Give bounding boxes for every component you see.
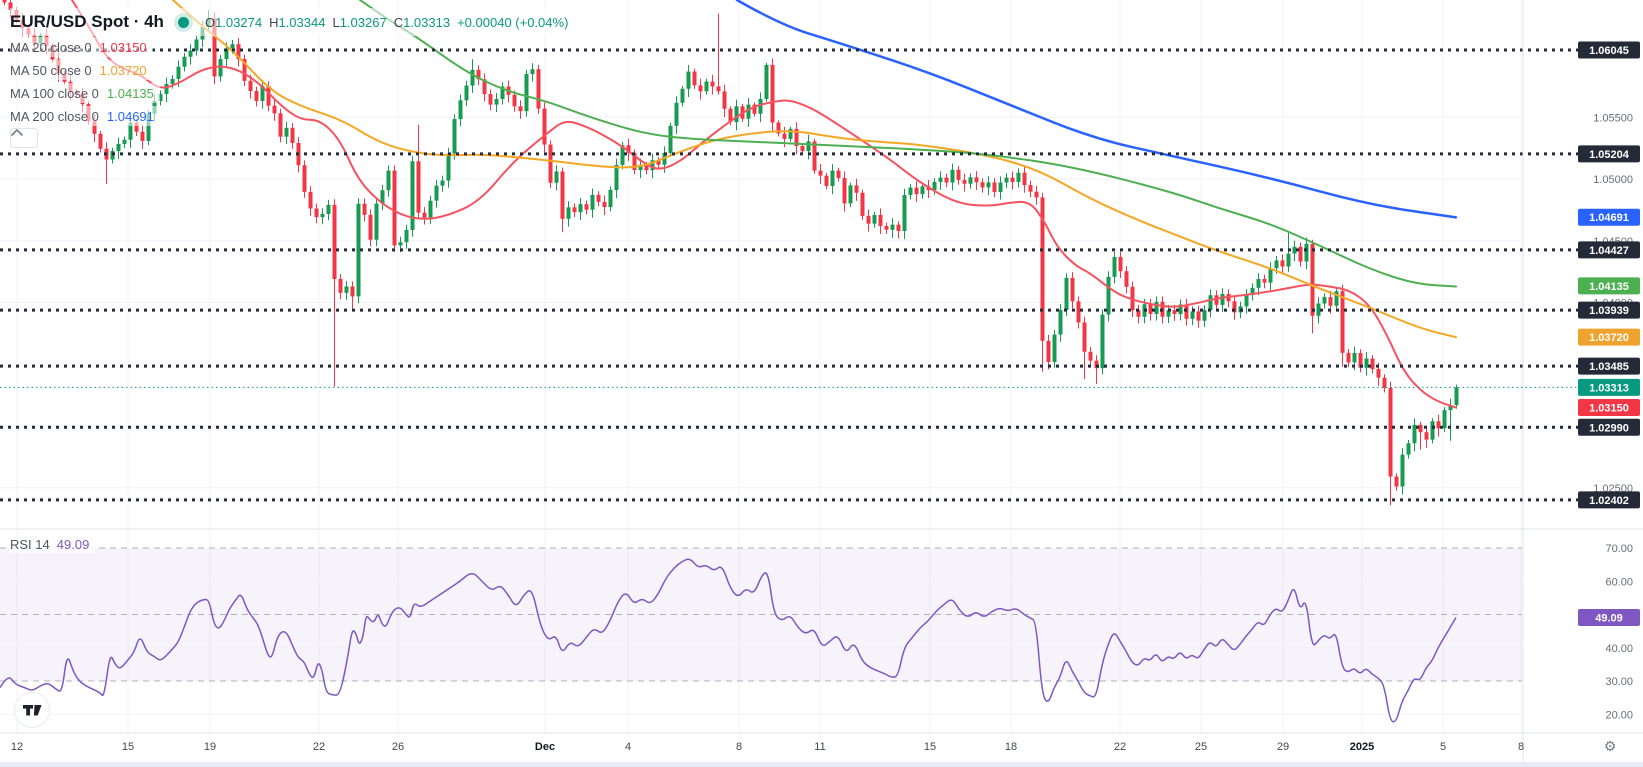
price-pane[interactable] (2, 0, 1459, 506)
ma-200-line (735, 0, 1458, 219)
rsi-tick: 30.00 (1605, 676, 1633, 688)
time-label: 26 (392, 741, 404, 753)
time-label: 25 (1195, 741, 1207, 753)
time-label: 5 (1440, 741, 1446, 753)
ohlc-low-value: 1.03267 (339, 14, 387, 30)
time-label: 4 (625, 741, 631, 753)
time-label: 12 (11, 741, 23, 753)
price-badge (1578, 301, 1640, 319)
time-label: 19 (204, 741, 216, 753)
time-label: Dec (535, 741, 555, 753)
time-label: 18 (1005, 741, 1017, 753)
tradingview-logo-icon (14, 692, 50, 728)
chevron-up-icon (11, 129, 23, 136)
price-badge (1578, 399, 1640, 417)
svg-text:1.06045: 1.06045 (1589, 45, 1629, 57)
ma-200-row[interactable]: MA 200 close 0 1.04691 (10, 106, 160, 126)
svg-text:1.04427: 1.04427 (1589, 245, 1629, 257)
ma-20-row[interactable]: MA 20 close 0 1.03150 (10, 37, 153, 57)
ohlc-open-label: O (204, 14, 216, 30)
price-badge (1578, 277, 1640, 295)
svg-text:49.09: 49.09 (1595, 613, 1623, 625)
rsi-value: 49.09 (56, 537, 90, 552)
ma-50-row[interactable]: MA 50 close 0 1.03720 (10, 60, 153, 80)
price-badge (1578, 241, 1640, 259)
collapse-legend-button[interactable] (10, 128, 38, 148)
rsi-badge (1578, 609, 1640, 627)
svg-text:1.04135: 1.04135 (1589, 281, 1629, 293)
rsi-tick: 20.00 (1605, 709, 1633, 721)
svg-text:1.03485: 1.03485 (1589, 361, 1629, 373)
ohlc-high-value: 1.03344 (278, 14, 326, 30)
time-label: 22 (1114, 741, 1126, 753)
rsi-tick: 40.00 (1605, 643, 1633, 655)
svg-text:1.02402: 1.02402 (1589, 495, 1629, 507)
price-tick: 1.05500 (1593, 112, 1633, 124)
rsi-tick: 60.00 (1605, 576, 1633, 588)
time-label: 15 (924, 741, 936, 753)
svg-text:1.03720: 1.03720 (1589, 332, 1629, 344)
ma-100-line (359, 0, 1457, 288)
bottom-strip (0, 762, 1643, 767)
time-label: 22 (313, 741, 325, 753)
svg-text:1.03939: 1.03939 (1589, 305, 1629, 317)
rsi-pane[interactable] (0, 547, 1522, 723)
ma-20-line (71, 0, 1457, 409)
ohlc-readout: O1.03274 H1.03344 L1.03267 C1.03313 +0.0… (205, 15, 568, 30)
price-badge (1578, 145, 1640, 163)
time-label: 8 (1518, 741, 1524, 753)
ma-100-row[interactable]: MA 100 close 0 1.04135 (10, 83, 160, 103)
ohlc-close-value: 1.03313 (403, 14, 451, 30)
price-badge (1578, 378, 1640, 396)
ohlc-high-label: H (269, 14, 279, 30)
price-badge (1578, 208, 1640, 226)
price-badge (1578, 328, 1640, 346)
svg-text:1.03313: 1.03313 (1589, 382, 1629, 394)
time-axis[interactable]: 12 15 19 22 26 Dec 4 8 11 15 18 22 25 29 2025 5 8 ⚙ (11, 739, 1616, 755)
market-status-icon (177, 16, 189, 28)
candles (2, 0, 1459, 506)
rsi-tick: 70.00 (1605, 543, 1633, 555)
symbol-header: EUR/USD Spot · 4h O1.03274 H1.03344 L1.0… (10, 8, 577, 36)
price-tick: 1.05000 (1593, 174, 1633, 186)
price-badge (1578, 491, 1640, 509)
svg-text:1.05204: 1.05204 (1589, 149, 1630, 161)
ohlc-close-label: C (393, 14, 404, 30)
rsi-label: RSI 14 (10, 537, 50, 552)
price-level-lines (0, 48, 1578, 502)
horizontal-gridlines (0, 116, 1522, 489)
ohlc-low-label: L (332, 14, 340, 30)
ma-50-line (172, 0, 1457, 339)
time-label: 8 (736, 741, 742, 753)
symbol-title[interactable]: EUR/USD Spot · 4h (10, 12, 164, 31)
time-label: 15 (122, 741, 134, 753)
time-label: 2025 (1350, 741, 1374, 753)
rsi-legend[interactable]: RSI 14 49.09 (10, 536, 96, 553)
rsi-axis[interactable]: 70.00 60.00 40.00 30.00 20.00 49.09 (1578, 543, 1640, 721)
time-label: 11 (814, 741, 825, 753)
ohlc-open-value: 1.03274 (215, 14, 263, 30)
timezone-settings-gear-icon[interactable]: ⚙ (1604, 739, 1617, 755)
price-badge (1578, 418, 1640, 436)
change-value: +0.00040 (+0.04%) (457, 14, 569, 30)
price-badge (1578, 357, 1640, 375)
rsi-line (0, 558, 1457, 723)
svg-text:1.04691: 1.04691 (1589, 212, 1629, 224)
time-label: 29 (1277, 741, 1289, 753)
svg-text:1.03150: 1.03150 (1589, 403, 1629, 415)
price-badge (1578, 41, 1640, 59)
price-axis[interactable]: 1.055001.050001.045001.040001.025001.060… (1578, 41, 1640, 509)
svg-text:1.02990: 1.02990 (1589, 422, 1629, 434)
